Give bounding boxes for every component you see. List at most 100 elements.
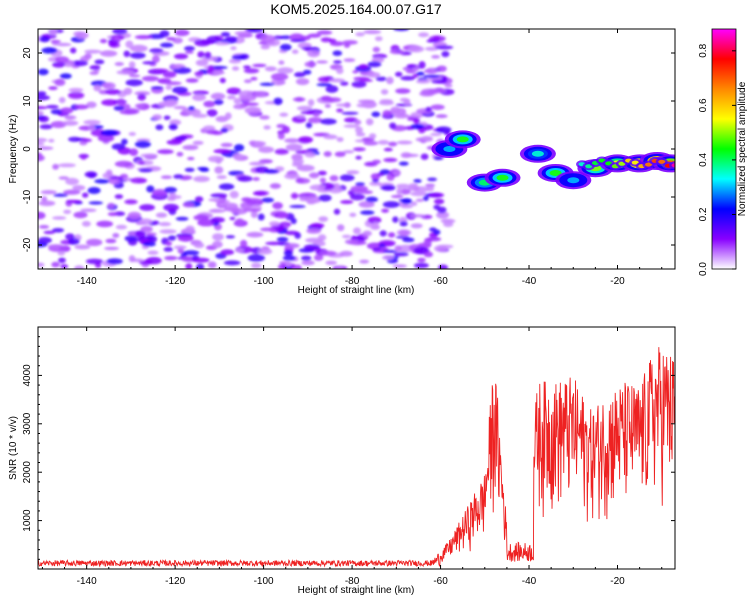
- heatmap-noise-cell: [234, 248, 244, 253]
- heatmap-noise-cell: [433, 198, 445, 205]
- heatmap-noise-cell: [107, 212, 118, 217]
- heatmap-noise-cell: [182, 250, 200, 256]
- heatmap-noise-cell: [426, 39, 439, 43]
- heatmap-noise-cell: [252, 177, 260, 181]
- heatmap-noise-cell: [304, 61, 317, 68]
- heatmap-noise-cell: [38, 106, 48, 110]
- snr-panel: -140 -120 -100 -80 -60 -40 -20 1000 2000 3000 4000…: [8, 326, 676, 596]
- heatmap-noise-cell: [162, 71, 177, 78]
- heatmap-noise-cell: [145, 232, 157, 236]
- heatmap-noise-cell: [213, 99, 224, 105]
- heatmap-noise-cell: [193, 214, 209, 221]
- heatmap-noise-cell: [317, 170, 327, 176]
- heatmap-noise-cell: [340, 200, 354, 204]
- heatmap-noise-cell: [105, 238, 117, 244]
- heatmap-noise-cell: [93, 84, 102, 92]
- heatmap-noise-cell: [135, 230, 146, 238]
- heatmap-noise-cell: [38, 94, 50, 101]
- heatmap-noise-cell: [100, 129, 118, 136]
- heatmap-signal-cell: [496, 174, 509, 181]
- heatmap-noise-cell: [269, 183, 281, 189]
- heatmap-noise-cell: [290, 217, 297, 225]
- heatmap-noise-cell: [410, 191, 427, 197]
- heatmap-noise-cell: [301, 260, 315, 266]
- heatmap-noise-cell: [427, 177, 437, 182]
- heatmap-noise-cell: [325, 260, 338, 265]
- heatmap-y-tick-label: 0: [22, 146, 33, 152]
- heatmap-noise-cell: [356, 103, 369, 108]
- heatmap-noise-cell: [303, 69, 312, 75]
- heatmap-noise-cell: [272, 202, 283, 210]
- heatmap-noise-cell: [363, 140, 379, 146]
- heatmap-noise-cell: [258, 248, 273, 255]
- heatmap-noise-cell: [169, 191, 176, 198]
- heatmap-noise-cell: [142, 61, 156, 65]
- heatmap-noise-cell: [173, 174, 184, 179]
- heatmap-noise-cell: [335, 266, 344, 269]
- heatmap-noise-cell: [185, 263, 193, 269]
- heatmap-noise-cell: [246, 231, 264, 238]
- heatmap-noise-cell: [229, 190, 239, 199]
- heatmap-noise-cell: [216, 175, 227, 180]
- heatmap-noise-cell: [231, 66, 240, 71]
- heatmap-noise-cell: [436, 65, 447, 72]
- snr-x-tick-label: -100: [254, 576, 274, 587]
- heatmap-noise-cell: [53, 193, 68, 197]
- heatmap-noise-cell: [358, 64, 368, 70]
- heatmap-noise-cell: [296, 105, 313, 111]
- heatmap-noise-cell: [336, 67, 344, 75]
- heatmap-noise-cell: [425, 106, 432, 112]
- snr-x-tick-label: -140: [77, 576, 97, 587]
- heatmap-noise-cell: [426, 185, 435, 192]
- heatmap-noise-cell: [252, 191, 267, 196]
- heatmap-noise-cell: [207, 155, 224, 163]
- heatmap-noise-cell: [393, 29, 409, 32]
- heatmap-noise-cell: [431, 79, 448, 84]
- heatmap-noise-cell: [106, 258, 123, 265]
- heatmap-noise-cell: [212, 240, 223, 249]
- heatmap-noise-cell: [159, 229, 177, 234]
- heatmap-noise-cell: [101, 99, 118, 106]
- heatmap-noise-cell: [352, 147, 366, 152]
- heatmap-noise-cell: [225, 36, 238, 41]
- heatmap-noise-cell: [279, 112, 289, 117]
- heatmap-noise-cell: [395, 71, 403, 77]
- heatmap-noise-cell: [292, 97, 306, 102]
- heatmap-noise-cell: [41, 47, 58, 54]
- heatmap-signal-cell: [443, 146, 456, 152]
- heatmap-noise-cell: [235, 218, 244, 225]
- heatmap-noise-cell: [128, 132, 136, 136]
- heatmap-noise-cell: [163, 203, 180, 212]
- heatmap-noise-cell: [38, 237, 52, 244]
- heatmap-noise-cell: [359, 259, 370, 264]
- heatmap-noise-cell: [52, 61, 66, 68]
- heatmap-noise-cell: [433, 204, 441, 210]
- heatmap-noise-cell: [291, 49, 299, 54]
- heatmap-noise-cell: [199, 167, 210, 172]
- heatmap-noise-cell: [289, 204, 306, 209]
- heatmap-noise-cell: [407, 185, 420, 191]
- heatmap-noise-cell: [430, 132, 442, 137]
- heatmap-noise-cell: [295, 78, 310, 86]
- heatmap-signal-layer: [431, 130, 675, 192]
- heatmap-noise-cell: [163, 115, 171, 121]
- heatmap-noise-cell: [60, 107, 74, 114]
- heatmap-noise-cell: [243, 65, 251, 69]
- heatmap-noise-cell: [65, 177, 79, 186]
- colorbar-ticks: 0.0 0.2 0.4 0.6 0.8: [698, 43, 736, 276]
- heatmap-noise-cell: [184, 50, 194, 54]
- heatmap-noise-cell: [252, 63, 267, 68]
- heatmap-noise-cell: [94, 59, 105, 65]
- heatmap-y-axis-label: Frequency (Hz): [8, 115, 19, 184]
- heatmap-noise-cell: [253, 92, 267, 97]
- colorbar-tick-label: 0.0: [698, 262, 709, 276]
- heatmap-noise-cell: [316, 30, 333, 35]
- heatmap-signal-cell: [671, 163, 675, 168]
- colorbar-tick-label: 0.8: [698, 43, 709, 57]
- heatmap-noise-cell: [386, 76, 394, 85]
- heatmap-noise-cell: [81, 220, 91, 227]
- heatmap-noise-cell: [399, 230, 410, 236]
- heatmap-noise-cell: [195, 263, 205, 269]
- heatmap-noise-cell: [400, 75, 416, 81]
- heatmap-noise-cell: [58, 163, 76, 168]
